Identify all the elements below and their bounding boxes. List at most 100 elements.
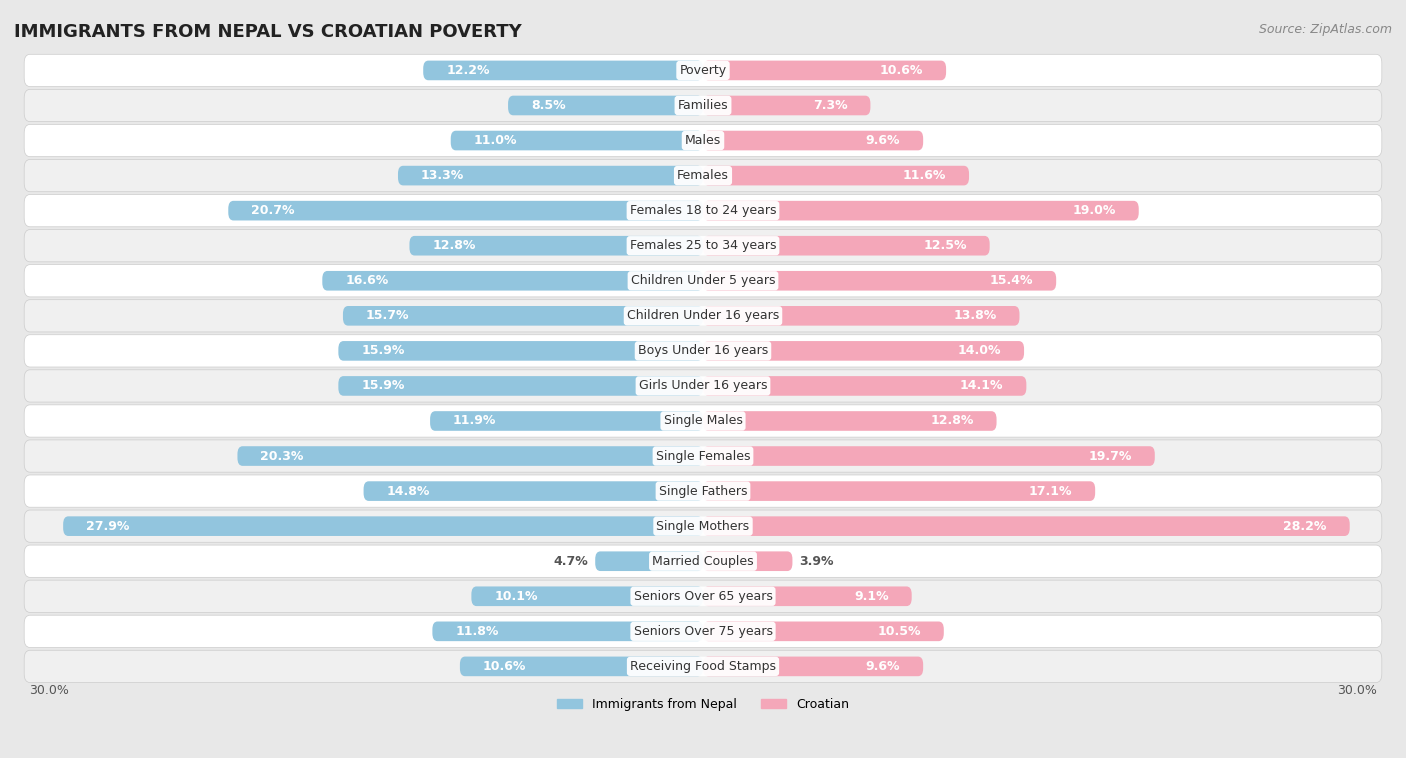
- Text: 14.1%: 14.1%: [960, 380, 1004, 393]
- Text: Source: ZipAtlas.com: Source: ZipAtlas.com: [1258, 23, 1392, 36]
- Text: Females 25 to 34 years: Females 25 to 34 years: [630, 240, 776, 252]
- FancyBboxPatch shape: [703, 376, 1026, 396]
- Text: Single Fathers: Single Fathers: [659, 484, 747, 497]
- FancyBboxPatch shape: [703, 236, 990, 255]
- FancyBboxPatch shape: [24, 299, 1382, 332]
- FancyBboxPatch shape: [703, 306, 1019, 326]
- FancyBboxPatch shape: [238, 446, 703, 466]
- Text: 10.6%: 10.6%: [482, 660, 526, 673]
- Text: 14.8%: 14.8%: [387, 484, 430, 497]
- FancyBboxPatch shape: [398, 166, 703, 186]
- Text: 30.0%: 30.0%: [28, 684, 69, 697]
- FancyBboxPatch shape: [24, 195, 1382, 227]
- FancyBboxPatch shape: [24, 475, 1382, 507]
- FancyBboxPatch shape: [409, 236, 703, 255]
- FancyBboxPatch shape: [703, 446, 1154, 466]
- Text: 12.2%: 12.2%: [446, 64, 489, 77]
- FancyBboxPatch shape: [24, 89, 1382, 121]
- Text: Single Females: Single Females: [655, 449, 751, 462]
- Text: Married Couples: Married Couples: [652, 555, 754, 568]
- FancyBboxPatch shape: [460, 656, 703, 676]
- FancyBboxPatch shape: [703, 622, 943, 641]
- Text: Children Under 5 years: Children Under 5 years: [631, 274, 775, 287]
- Text: 10.1%: 10.1%: [495, 590, 538, 603]
- Text: 28.2%: 28.2%: [1284, 520, 1327, 533]
- Text: 9.6%: 9.6%: [866, 134, 900, 147]
- Text: 30.0%: 30.0%: [1337, 684, 1378, 697]
- FancyBboxPatch shape: [703, 341, 1024, 361]
- Text: Boys Under 16 years: Boys Under 16 years: [638, 344, 768, 357]
- Text: Males: Males: [685, 134, 721, 147]
- Legend: Immigrants from Nepal, Croatian: Immigrants from Nepal, Croatian: [551, 693, 855, 716]
- Text: 15.9%: 15.9%: [361, 380, 405, 393]
- Text: Poverty: Poverty: [679, 64, 727, 77]
- Text: 9.1%: 9.1%: [853, 590, 889, 603]
- FancyBboxPatch shape: [339, 341, 703, 361]
- Text: Single Males: Single Males: [664, 415, 742, 428]
- FancyBboxPatch shape: [24, 55, 1382, 86]
- FancyBboxPatch shape: [471, 587, 703, 606]
- Text: 11.6%: 11.6%: [903, 169, 946, 182]
- Text: Single Mothers: Single Mothers: [657, 520, 749, 533]
- Text: Children Under 16 years: Children Under 16 years: [627, 309, 779, 322]
- FancyBboxPatch shape: [703, 201, 1139, 221]
- FancyBboxPatch shape: [595, 551, 703, 571]
- Text: 15.7%: 15.7%: [366, 309, 409, 322]
- Text: 3.9%: 3.9%: [800, 555, 834, 568]
- Text: 16.6%: 16.6%: [346, 274, 388, 287]
- FancyBboxPatch shape: [63, 516, 703, 536]
- Text: 20.3%: 20.3%: [260, 449, 304, 462]
- FancyBboxPatch shape: [703, 130, 924, 150]
- Text: 12.8%: 12.8%: [931, 415, 973, 428]
- FancyBboxPatch shape: [228, 201, 703, 221]
- FancyBboxPatch shape: [423, 61, 703, 80]
- FancyBboxPatch shape: [703, 656, 924, 676]
- Text: 10.6%: 10.6%: [880, 64, 924, 77]
- Text: Females 18 to 24 years: Females 18 to 24 years: [630, 204, 776, 217]
- Text: Females: Females: [678, 169, 728, 182]
- Text: 4.7%: 4.7%: [554, 555, 588, 568]
- FancyBboxPatch shape: [24, 370, 1382, 402]
- FancyBboxPatch shape: [703, 587, 911, 606]
- FancyBboxPatch shape: [24, 265, 1382, 297]
- Text: 15.9%: 15.9%: [361, 344, 405, 357]
- Text: IMMIGRANTS FROM NEPAL VS CROATIAN POVERTY: IMMIGRANTS FROM NEPAL VS CROATIAN POVERT…: [14, 23, 522, 41]
- Text: 20.7%: 20.7%: [252, 204, 295, 217]
- FancyBboxPatch shape: [24, 615, 1382, 647]
- FancyBboxPatch shape: [24, 440, 1382, 472]
- FancyBboxPatch shape: [24, 405, 1382, 437]
- FancyBboxPatch shape: [24, 230, 1382, 262]
- FancyBboxPatch shape: [703, 516, 1350, 536]
- FancyBboxPatch shape: [24, 335, 1382, 367]
- FancyBboxPatch shape: [703, 61, 946, 80]
- Text: 14.0%: 14.0%: [957, 344, 1001, 357]
- FancyBboxPatch shape: [433, 622, 703, 641]
- FancyBboxPatch shape: [703, 411, 997, 431]
- FancyBboxPatch shape: [508, 96, 703, 115]
- Text: 13.3%: 13.3%: [420, 169, 464, 182]
- Text: 11.8%: 11.8%: [456, 625, 499, 637]
- Text: Seniors Over 65 years: Seniors Over 65 years: [634, 590, 772, 603]
- Text: 13.8%: 13.8%: [953, 309, 997, 322]
- FancyBboxPatch shape: [24, 580, 1382, 612]
- FancyBboxPatch shape: [24, 159, 1382, 192]
- Text: 9.6%: 9.6%: [866, 660, 900, 673]
- Text: 11.0%: 11.0%: [474, 134, 517, 147]
- FancyBboxPatch shape: [703, 271, 1056, 290]
- FancyBboxPatch shape: [24, 510, 1382, 542]
- FancyBboxPatch shape: [451, 130, 703, 150]
- Text: 15.4%: 15.4%: [990, 274, 1033, 287]
- FancyBboxPatch shape: [430, 411, 703, 431]
- FancyBboxPatch shape: [24, 650, 1382, 682]
- Text: 7.3%: 7.3%: [813, 99, 848, 112]
- Text: Receiving Food Stamps: Receiving Food Stamps: [630, 660, 776, 673]
- Text: 17.1%: 17.1%: [1029, 484, 1073, 497]
- Text: 27.9%: 27.9%: [86, 520, 129, 533]
- Text: 8.5%: 8.5%: [531, 99, 565, 112]
- FancyBboxPatch shape: [24, 545, 1382, 578]
- FancyBboxPatch shape: [703, 96, 870, 115]
- Text: 19.7%: 19.7%: [1088, 449, 1132, 462]
- FancyBboxPatch shape: [322, 271, 703, 290]
- FancyBboxPatch shape: [703, 166, 969, 186]
- FancyBboxPatch shape: [364, 481, 703, 501]
